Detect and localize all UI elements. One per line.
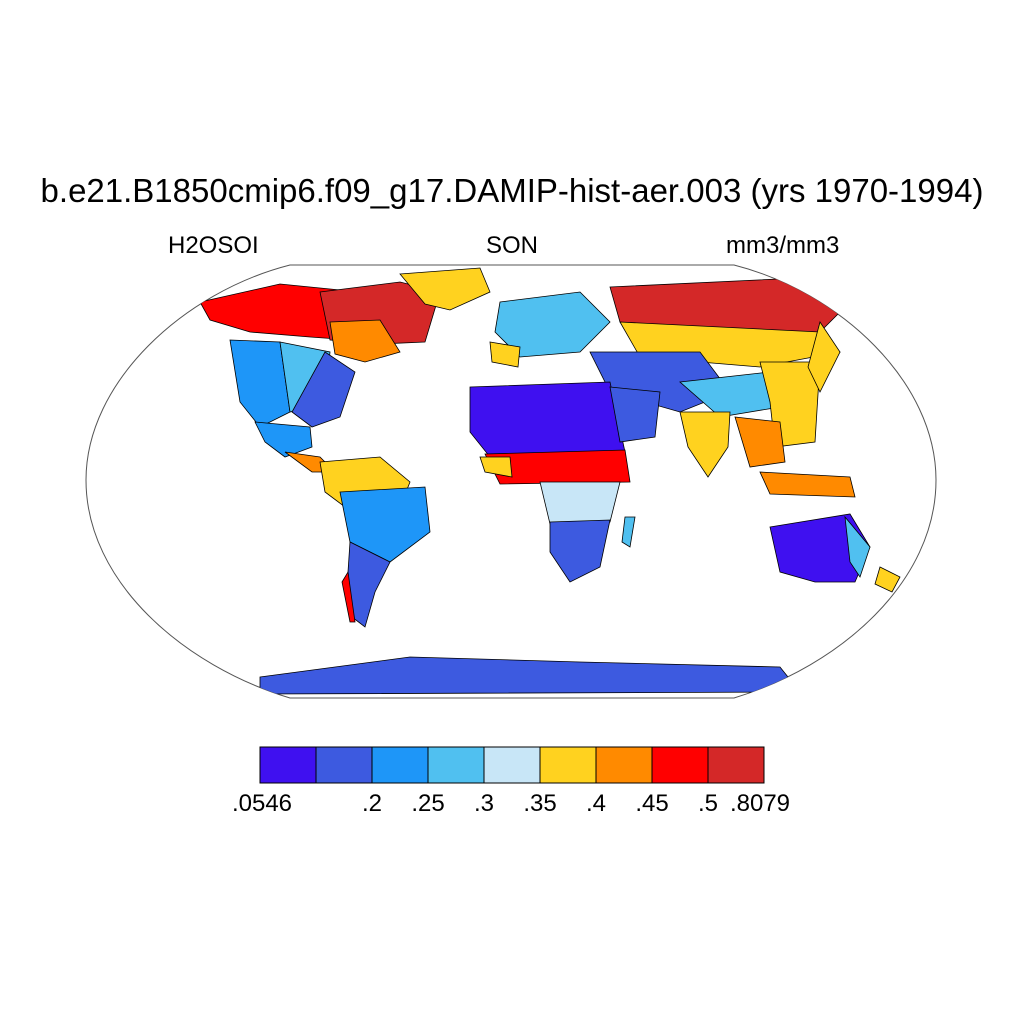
variable-label: H2OSOI [168,232,259,259]
region-australia [769,513,871,583]
season-label: SON [485,232,538,259]
region-europe [494,291,611,358]
colorbar-bin-0 [259,746,317,784]
region-new-zealand [874,566,901,593]
region-madagascar [621,516,636,548]
colorbar-bin-6 [595,746,653,784]
colorbar-bin-3 [427,746,485,784]
region-australia-east [844,515,871,578]
region-hudson-east [329,319,401,363]
region-mexico [254,421,313,458]
colorbar-bin-7 [651,746,709,784]
region-indonesia [759,471,856,498]
colorbar [259,746,765,784]
region-sahara [469,381,626,458]
colorbar-label: .25 [411,790,445,817]
colorbar-bin-5 [539,746,597,784]
colorbar-label: .4 [585,790,607,817]
colorbar-label: .5 [697,790,719,817]
map-title: b.e21.B1850cmip6.f09_g17.DAMIP-hist-aer.… [40,172,984,209]
region-arabia [609,386,661,443]
region-eastern-us [291,351,356,428]
region-brazil [339,486,431,563]
colorbar-label: .2 [361,790,383,817]
colorbar-bin-8 [707,746,765,784]
region-southern-africa [549,519,611,583]
colorbar-label: .3 [473,790,495,817]
region-kamchatka [807,321,841,393]
colorbar-label: .35 [523,790,557,817]
colorbar-label: .45 [635,790,669,817]
region-se-asia [734,416,786,468]
colorbar-bin-2 [371,746,429,784]
region-iberia [489,341,521,368]
region-west-africa [479,456,513,478]
region-greenland [399,267,491,311]
colorbar-bin-4 [483,746,541,784]
colorbar-label: .0546 [231,790,293,817]
colorbar-label: .8079 [729,790,791,817]
region-congo [539,481,621,525]
world-map [85,264,937,699]
region-india [679,411,731,478]
colorbar-bin-1 [315,746,373,784]
region-chile [341,570,356,623]
region-western-us [229,339,291,428]
units-label: mm3/mm3 [726,232,840,259]
